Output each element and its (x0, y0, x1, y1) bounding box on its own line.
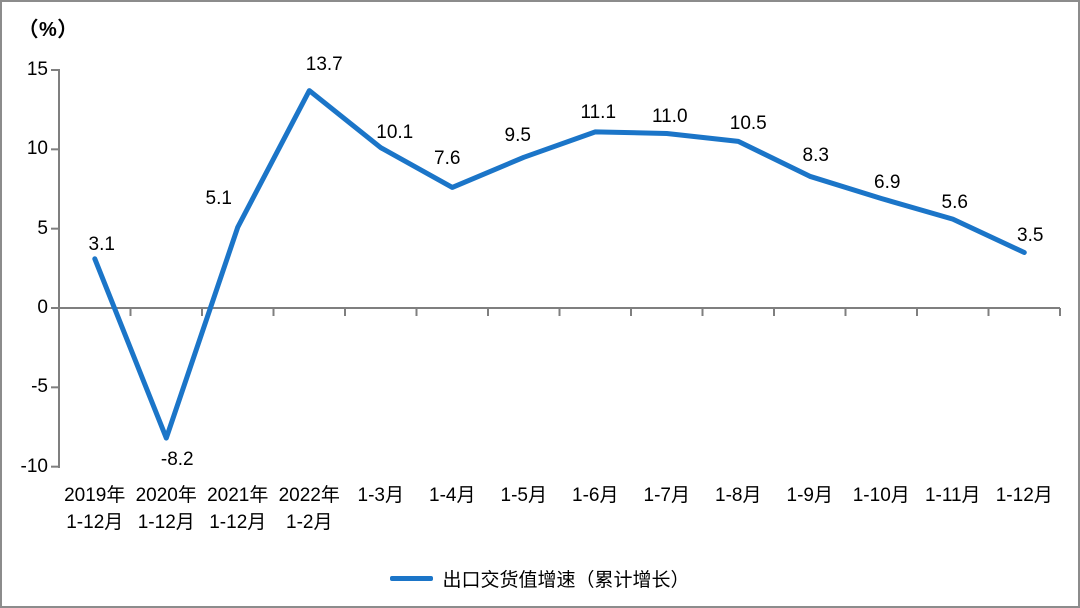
x-axis-label: 1-7月 (643, 485, 690, 506)
data-label: 3.1 (88, 233, 115, 255)
x-axis-label: 1-11月 (924, 485, 981, 506)
y-axis-unit-label: （%） (18, 19, 79, 41)
data-line (92, 88, 1027, 441)
data-label: 9.5 (504, 125, 531, 147)
data-label: 11.0 (651, 106, 688, 128)
y-tick-label: 15 (26, 59, 48, 80)
y-tick-label: -10 (20, 455, 48, 477)
data-label: 13.7 (305, 53, 343, 75)
x-axis-label: 1-4月 (429, 485, 476, 506)
x-axis-label: 1-5月 (500, 485, 547, 506)
x-axis-label: 1-8月 (715, 485, 762, 506)
data-label: 11.1 (580, 101, 617, 123)
data-label: 5.1 (205, 188, 232, 210)
x-axis-label: 1-3月 (357, 485, 404, 506)
x-axis-label: 1-9月 (786, 485, 833, 506)
x-axis-label: 2019年 1-12月 (64, 485, 126, 533)
x-axis-label: 2021年 1-12月 (207, 485, 269, 533)
data-label: -8.2 (160, 449, 194, 471)
x-axis-label: 1-10月 (852, 485, 910, 506)
x-axis-label: 1-6月 (572, 485, 619, 506)
legend: 出口交货值增速（累计增长） (2, 566, 1078, 591)
y-tick-label: 10 (26, 138, 48, 160)
y-tick-label: 5 (37, 217, 48, 239)
x-axis-label: 2022年 1-2月 (278, 485, 340, 533)
data-label: 8.3 (802, 145, 829, 167)
data-label: 3.5 (1017, 225, 1044, 247)
x-axis-label: 2020年 1-12月 (135, 485, 197, 533)
legend-line-swatch (390, 575, 434, 581)
legend-label: 出口交货值增速（累计增长） (442, 569, 690, 591)
data-label: 5.6 (941, 192, 968, 214)
y-tick-label: 0 (37, 297, 48, 318)
data-label: 10.5 (729, 113, 767, 135)
data-label: 10.1 (376, 121, 414, 143)
y-tick-label: -5 (31, 376, 48, 398)
data-label: 6.9 (874, 171, 901, 193)
data-label: 7.6 (434, 148, 461, 170)
x-axis-label: 1-12月 (995, 485, 1053, 506)
